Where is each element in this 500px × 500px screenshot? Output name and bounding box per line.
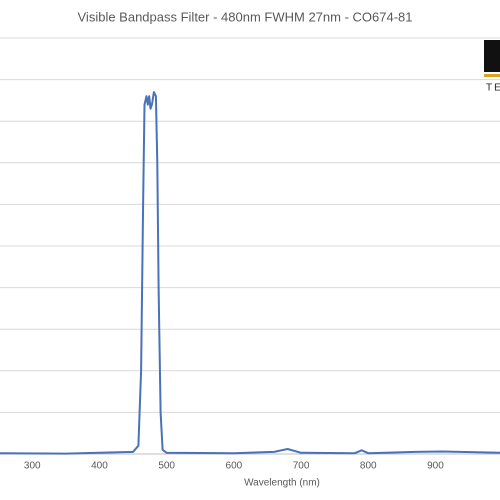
- x-tick-label: 500: [158, 461, 175, 472]
- logo-mark: [484, 40, 500, 72]
- x-tick-label: 700: [293, 461, 310, 472]
- x-tick-label: 600: [226, 461, 243, 472]
- x-tick-label: 900: [427, 461, 444, 472]
- chart-title: Visible Bandpass Filter - 480nm FWHM 27n…: [78, 9, 413, 24]
- x-tick-label: 300: [24, 461, 41, 472]
- logo-stripe: [484, 74, 500, 77]
- data-line: [0, 91, 500, 455]
- x-tick-label: 800: [360, 461, 377, 472]
- x-axis-label: Wavelength (nm): [244, 478, 320, 489]
- logo: TE: [484, 40, 500, 94]
- x-tick-label: 400: [91, 461, 108, 472]
- logo-text: TE: [486, 83, 500, 94]
